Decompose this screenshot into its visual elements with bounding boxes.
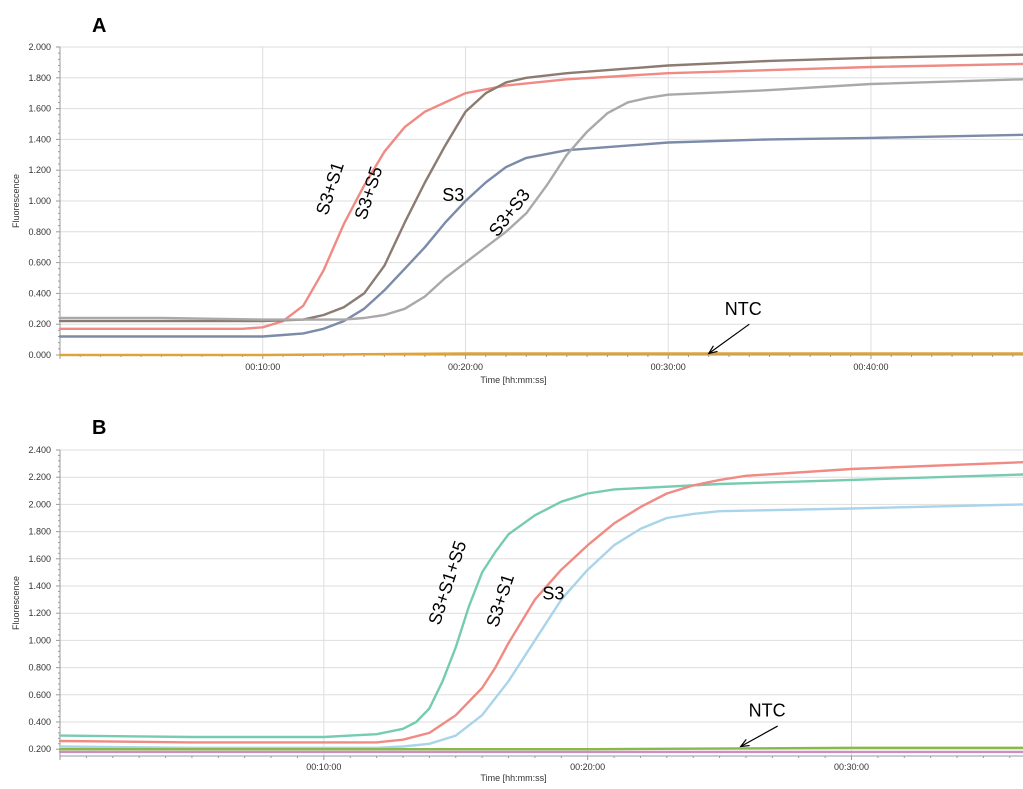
y-tick-label: 1.800 [28,527,51,537]
y-tick-label: 1.000 [28,635,51,645]
series-line-s3 [58,133,1023,338]
y-tick-label: 2.200 [28,472,51,482]
y-tick-label: 0.800 [28,663,51,673]
y-tick-label: 2.000 [28,42,51,52]
series-label-s3-s1: S3+S1 [482,571,518,629]
ntc-arrow-line [740,725,778,748]
x-tick-label: 00:40:00 [853,362,888,372]
y-tick-label: 2.400 [28,445,51,455]
chart-panel-a: 0.000 0.200 0.400 0.600 0.800 1.000 1.200 1.400… [11,15,1023,385]
x-tick-label: 00:10:00 [245,362,280,372]
y-tick-label: 1.400 [28,134,51,144]
y-tick-label: 0.800 [28,227,51,237]
series-label-s3-s1-s5: S3+S1+S5 [424,538,470,627]
y-tick-label: 1.200 [28,608,51,618]
y-tick-label: 0.600 [28,690,51,700]
x-tick-label: 00:10:00 [306,762,341,772]
x-tick-label: 00:30:00 [651,362,686,372]
ntc-arrow-head [739,739,750,748]
series-line-s3-s5 [58,53,1023,323]
y-tick-label: 0.200 [28,744,51,754]
series-line-s3-s3 [58,78,1023,321]
series-line-s3-s1-s5 [58,473,1023,739]
panel-label: A [92,15,106,37]
y-axis-title: Fluorescence [11,174,21,228]
y-tick-label: 1.600 [28,554,51,564]
y-tick-label: 0.000 [28,350,51,360]
x-tick-label: 00:20:00 [570,762,605,772]
y-tick-label: 1.400 [28,581,51,591]
series-label-s3: S3 [542,584,564,604]
series-line-ntc [58,746,1023,751]
y-axis-title: Fluorescence [11,576,21,630]
series-line-s3 [58,503,1023,749]
y-tick-label: 0.400 [28,288,51,298]
y-tick-label: 0.400 [28,717,51,727]
y-tick-label: 1.000 [28,196,51,206]
y-tick-label: 1.600 [28,104,51,114]
x-tick-label: 00:30:00 [834,762,869,772]
ntc-arrow-line [708,323,750,354]
x-tick-label: 00:20:00 [448,362,483,372]
series-label-s3-s5: S3+S5 [351,164,387,222]
series-label-s3-s1: S3+S1 [312,159,348,217]
y-tick-label: 0.600 [28,258,51,268]
x-axis-title: Time [hh:mm:ss] [480,773,546,783]
series-label-ntc: NTC [749,701,786,721]
y-tick-label: 2.000 [28,499,51,509]
y-tick-label: 0.200 [28,319,51,329]
series-line-s3-s1 [58,461,1023,744]
panel-label: B [92,417,106,439]
ntc-arrow-head [707,345,718,355]
x-axis-title: Time [hh:mm:ss] [480,375,546,385]
series-line-ntc [58,352,1023,357]
chart-panel-b: 0.200 0.400 0.600 0.800 1.000 1.200 1.400 1.600… [11,417,1023,783]
series-label-s3: S3 [442,185,464,205]
y-tick-label: 1.200 [28,165,51,175]
y-tick-label: 1.800 [28,73,51,83]
series-line-s3-s1 [58,62,1023,330]
series-label-ntc: NTC [725,299,762,319]
